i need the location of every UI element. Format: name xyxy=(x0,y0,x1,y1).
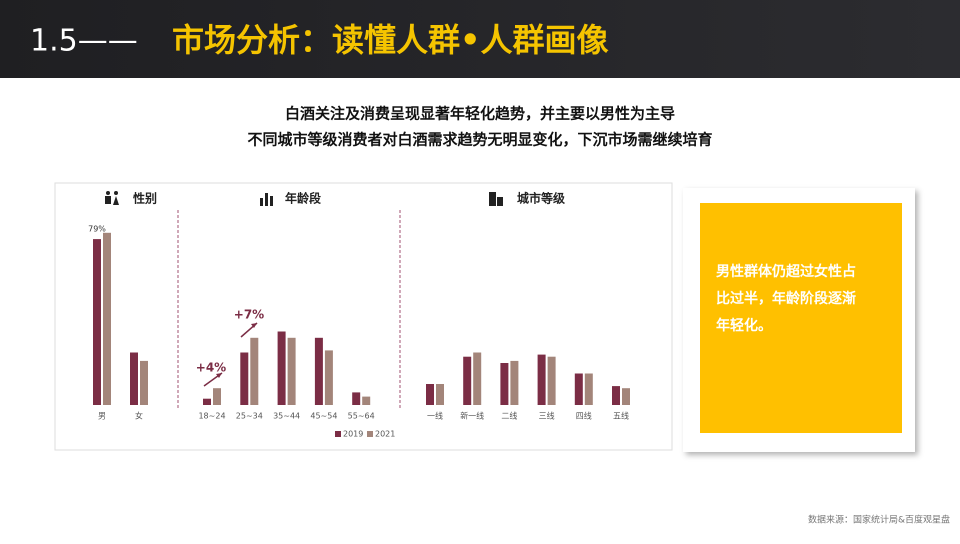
x-tick-label: 45~54 xyxy=(310,412,337,421)
bar xyxy=(500,363,509,405)
legend-label: 2019 xyxy=(343,430,363,439)
annotation: +7% xyxy=(234,308,264,322)
callout-box xyxy=(700,203,902,433)
bar xyxy=(473,352,482,405)
x-tick-label: 男 xyxy=(98,412,106,421)
bar xyxy=(362,396,371,405)
icons xyxy=(105,191,503,206)
source: 数据来源：国家统计局&百度观星盘 xyxy=(808,514,950,526)
annotation: +4% xyxy=(196,361,226,375)
plot: 性别男 79% 女 年龄段 18~24 25~34 35~44 45~54 55~64 城市等级一… xyxy=(88,191,630,439)
legend-swatch xyxy=(367,431,373,437)
bar xyxy=(574,373,583,405)
bar xyxy=(612,386,620,405)
legend-label: 2021 xyxy=(375,430,395,439)
legend-swatch xyxy=(335,431,341,437)
x-tick-label: 四线 xyxy=(576,411,592,421)
bar xyxy=(547,356,556,405)
bar xyxy=(314,337,323,405)
bar xyxy=(324,350,333,405)
x-tick-label: 二线 xyxy=(501,411,517,421)
bar xyxy=(287,337,296,405)
x-tick-label: 25~34 xyxy=(236,412,263,421)
callout-text: 比过半，年龄阶段逐渐 xyxy=(716,290,856,307)
bar xyxy=(240,352,249,405)
x-tick-label: 新一线 xyxy=(460,411,484,421)
value-label: 79% xyxy=(88,225,106,234)
bar xyxy=(213,388,221,405)
bar xyxy=(537,354,546,405)
x-tick-label: 一线 xyxy=(427,411,443,421)
x-tick-label: 三线 xyxy=(539,411,555,421)
bar xyxy=(203,398,211,405)
arrow-head xyxy=(251,323,257,328)
bar xyxy=(463,356,472,405)
header-title: 市场分析：读懂人群•人群画像 xyxy=(172,21,608,59)
bar xyxy=(103,232,111,405)
callout-text: 年轻化。 xyxy=(716,317,772,334)
x-tick-label: 女 xyxy=(135,411,143,421)
arrow-head xyxy=(216,373,222,378)
bar xyxy=(250,337,259,405)
bar xyxy=(140,360,148,405)
x-tick-label: 18~24 xyxy=(198,412,225,421)
callout-text: 男性群体仍超过女性占 xyxy=(716,263,856,280)
subtitle: 白酒关注及消费呈现显著年轻化趋势，并主要以男性为主导 xyxy=(285,105,675,123)
bar xyxy=(426,384,434,405)
bar xyxy=(130,352,138,405)
panel-title: 城市等级 xyxy=(517,191,565,206)
bar xyxy=(352,392,361,405)
panel-title: 年龄段 xyxy=(285,191,322,206)
bar xyxy=(510,360,519,405)
section-number: 1.5—— xyxy=(30,24,138,59)
x-tick-label: 五线 xyxy=(613,411,629,421)
bar xyxy=(277,331,286,405)
x-tick-label: 55~64 xyxy=(348,412,375,421)
bar xyxy=(584,373,593,405)
bar xyxy=(93,239,101,405)
bar xyxy=(436,384,444,405)
header-bar xyxy=(0,0,960,78)
x-tick-label: 35~44 xyxy=(273,412,300,421)
bar xyxy=(622,388,630,405)
chart-frame xyxy=(54,182,673,451)
subtitle: 不同城市等级消费者对白酒需求趋势无明显变化，下沉市场需继续培育 xyxy=(247,131,712,149)
panel-title: 性别 xyxy=(132,191,157,206)
